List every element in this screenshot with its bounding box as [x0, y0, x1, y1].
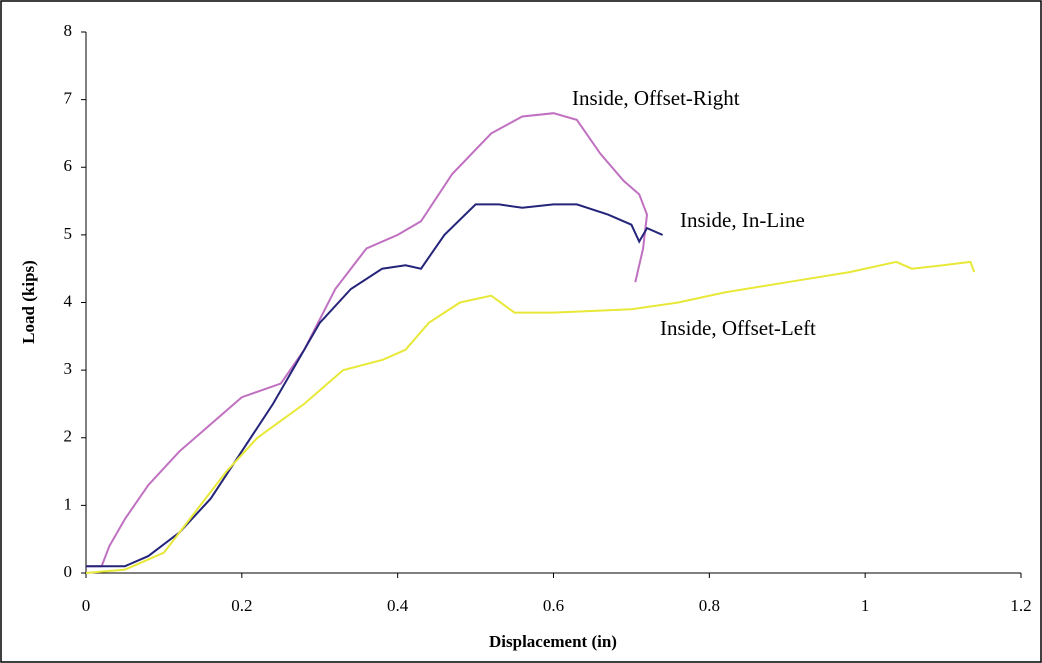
- x-tick-label: 1: [861, 596, 870, 615]
- series-label: Inside, In-Line: [680, 208, 805, 232]
- series-line: [86, 203, 663, 568]
- y-tick-label: 3: [64, 359, 73, 378]
- y-tick-label: 2: [64, 427, 73, 446]
- y-tick-label: 6: [64, 156, 73, 175]
- x-tick-label: 1.2: [1010, 596, 1031, 615]
- x-tick-label: 0.2: [231, 596, 252, 615]
- y-tick-label: 5: [64, 224, 73, 243]
- x-tick-label: 0: [82, 596, 91, 615]
- y-tick-label: 1: [64, 494, 73, 513]
- x-axis-label: Displacement (in): [489, 632, 617, 651]
- series-line: [85, 260, 976, 574]
- y-axis-label: Load (kips): [19, 260, 38, 344]
- y-tick-label: 7: [64, 89, 73, 108]
- y-tick-label: 4: [64, 291, 73, 310]
- x-tick-label: 0.8: [699, 596, 720, 615]
- y-tick-label: 8: [64, 21, 73, 40]
- series-label: Inside, Offset-Right: [572, 86, 740, 110]
- x-tick-label: 0.6: [543, 596, 564, 615]
- x-tick-label: 0.4: [387, 596, 409, 615]
- series-label: Inside, Offset-Left: [660, 316, 816, 340]
- y-tick-label: 0: [64, 562, 73, 581]
- series-line: [86, 112, 649, 568]
